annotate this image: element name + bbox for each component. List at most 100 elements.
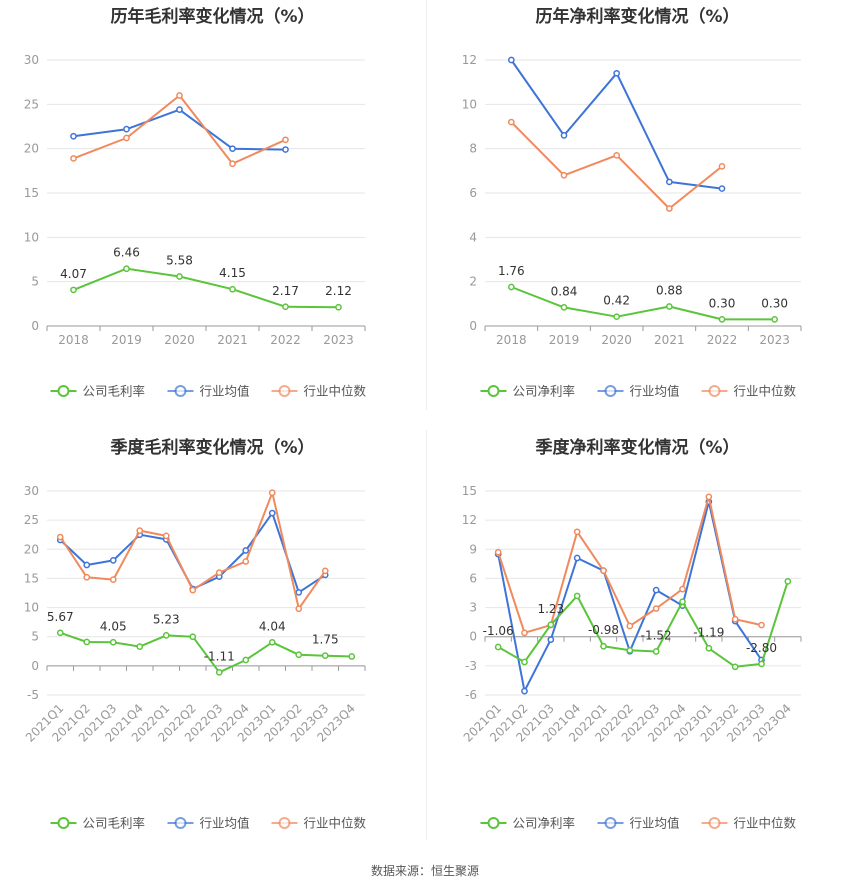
data-point-company xyxy=(679,598,686,606)
data-point-avg xyxy=(652,586,660,594)
data-label: 4.07 xyxy=(60,267,87,281)
data-point-company xyxy=(771,316,779,323)
data-label: 2.12 xyxy=(325,284,352,298)
data-point-median xyxy=(665,205,673,212)
y-tick-label: 6 xyxy=(469,186,477,200)
y-tick-label: 10 xyxy=(24,230,39,244)
data-point-company xyxy=(507,283,515,291)
x-tick-label: 2018 xyxy=(496,333,527,347)
annual-gross-margin-plot: 0 5 10 15 20 25 30 2018 2019 2020 2021 2022 2023 4.07… xyxy=(24,53,367,399)
data-point-median xyxy=(176,92,183,99)
data-point-median xyxy=(242,558,250,565)
legend-label: 公司毛利率 xyxy=(83,384,146,399)
y-tick-label: 30 xyxy=(24,53,39,67)
quarterly-gross-margin-plot: -50510152025302021Q12021Q22021Q32021Q420… xyxy=(23,484,367,831)
series-line-company xyxy=(73,267,339,309)
data-point-median xyxy=(282,136,289,144)
data-label: 0.30 xyxy=(709,296,736,310)
data-point-company xyxy=(626,646,634,654)
y-tick-label: 0 xyxy=(469,319,477,333)
series-line-avg xyxy=(510,59,723,190)
data-point-avg xyxy=(109,557,117,564)
data-point-company xyxy=(731,663,739,671)
y-tick-label: 0 xyxy=(31,659,39,673)
y-tick-label: -6 xyxy=(465,688,477,702)
data-point-company xyxy=(335,303,342,311)
legend-marker-avg xyxy=(174,385,187,397)
panel-divider-bottom xyxy=(426,430,427,840)
data-point-median xyxy=(626,622,634,630)
x-tick-label: 2019 xyxy=(549,333,580,347)
data-point-company xyxy=(295,651,303,659)
legend-label: 公司毛利率 xyxy=(83,816,146,831)
data-point-median xyxy=(56,533,64,541)
data-point-avg xyxy=(83,561,91,569)
data-point-avg xyxy=(665,178,673,186)
data-point-company xyxy=(229,285,236,293)
data-label: -1.11 xyxy=(204,649,235,663)
data-point-median xyxy=(268,489,276,497)
quarterly-gross-margin-chart: 季度毛利率变化情况（%） -5 0 5 10 15 20 25 30 2021Q1 2021Q2 2… xyxy=(0,431,425,851)
data-point-avg xyxy=(507,56,515,64)
data-point-company xyxy=(321,652,329,660)
x-tick-label: 2022 xyxy=(707,333,738,347)
x-tick-label: 2022 xyxy=(270,333,301,347)
legend-label: 行业均值 xyxy=(200,816,250,831)
data-point-company xyxy=(123,265,130,273)
y-tick-label: 30 xyxy=(24,484,39,498)
chart-title: 季度毛利率变化情况（%） xyxy=(110,438,315,458)
data-label: 0.84 xyxy=(551,284,578,298)
data-point-median xyxy=(652,605,660,612)
y-tick-label: 12 xyxy=(462,513,477,527)
y-tick-label: -5 xyxy=(27,688,39,702)
y-tick-label: 15 xyxy=(24,186,39,200)
data-point-company xyxy=(547,621,555,629)
y-tick-label: 10 xyxy=(24,601,39,615)
x-tick-label: 2023 xyxy=(759,333,790,347)
data-point-company xyxy=(613,313,621,321)
data-label: -1.06 xyxy=(483,624,514,638)
data-point-median xyxy=(705,493,713,501)
annual-net-margin-chart: 历年净利率变化情况（%） 0 2 4 6 8 10 12 2018 2019 2020 2021 20… xyxy=(425,0,850,420)
data-point-median xyxy=(573,528,581,536)
data-point-company xyxy=(109,638,117,646)
data-point-company xyxy=(718,316,726,323)
data-point-company xyxy=(215,668,223,676)
data-label: 4.04 xyxy=(259,619,286,633)
legend-marker-median xyxy=(708,817,721,829)
data-point-company xyxy=(348,653,356,660)
annual-net-margin-plot: 0 2 4 6 8 10 12 2018 2019 2020 2021 2022 2023 1.76 0.8… xyxy=(462,53,802,399)
legend-label: 行业中位数 xyxy=(734,384,797,399)
chart-title: 历年毛利率变化情况（%） xyxy=(110,7,315,27)
data-label: 4.15 xyxy=(219,266,246,280)
series-line-avg xyxy=(73,108,286,151)
data-point-median xyxy=(560,171,568,179)
data-point-median xyxy=(600,567,607,575)
data-point-company xyxy=(705,644,713,652)
data-point-company xyxy=(282,303,289,311)
data-point-company xyxy=(560,304,568,311)
data-point-company xyxy=(268,638,276,646)
data-point-avg xyxy=(70,132,77,140)
data-point-median xyxy=(162,532,170,540)
series-line-company xyxy=(510,286,775,321)
legend-marker-median xyxy=(708,385,721,397)
data-label: -1.52 xyxy=(641,628,672,642)
y-tick-label: 10 xyxy=(462,97,477,111)
legend-marker-company xyxy=(487,817,500,829)
data-label: 5.58 xyxy=(166,254,193,268)
series-line-company xyxy=(497,580,789,668)
legend-marker-company xyxy=(57,385,70,397)
data-point-company xyxy=(176,273,183,280)
data-point-median xyxy=(295,605,303,613)
data-point-company xyxy=(136,643,144,650)
data-point-company xyxy=(784,577,792,585)
y-tick-label: 2 xyxy=(469,275,477,289)
data-label: 4.05 xyxy=(100,619,127,633)
quarterly-net-margin-plot: -6-3036912152021Q12021Q22021Q32021Q42022… xyxy=(461,484,802,831)
data-point-median xyxy=(521,629,528,637)
data-point-avg xyxy=(547,636,555,643)
data-point-median xyxy=(189,586,197,594)
data-point-avg xyxy=(718,185,726,192)
data-point-median xyxy=(229,160,236,168)
